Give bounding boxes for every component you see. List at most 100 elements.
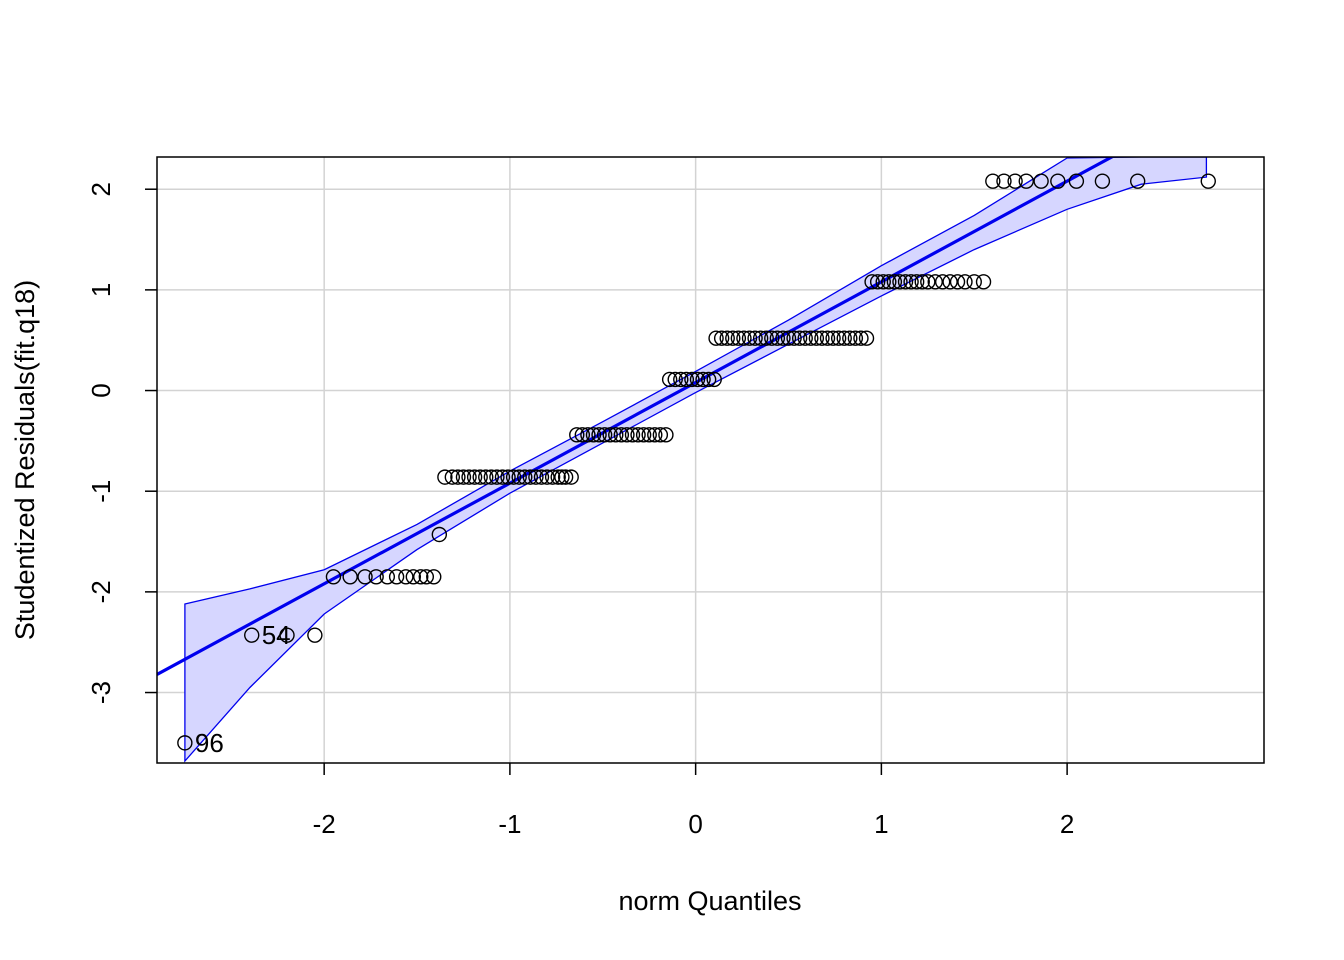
- data-point: [706, 371, 722, 388]
- data-point: [797, 330, 813, 346]
- x-tick-label: 1: [874, 809, 888, 839]
- data-point: [641, 427, 657, 443]
- data-point: [630, 427, 646, 443]
- data-point: [985, 173, 1001, 189]
- data-point: [608, 427, 624, 443]
- data-point: [368, 569, 384, 585]
- data-point: [325, 569, 342, 585]
- data-point: [927, 274, 943, 290]
- data-point: [511, 469, 527, 485]
- data-point: [708, 330, 724, 346]
- data-point: [557, 469, 574, 485]
- data-point: [1007, 173, 1023, 189]
- data-point: [413, 569, 429, 585]
- data-point: [1018, 173, 1034, 189]
- y-tick-label: 0: [86, 383, 116, 397]
- data-point: [585, 427, 602, 443]
- data-point: [673, 371, 689, 388]
- y-tick-label: 1: [86, 283, 116, 297]
- data-point: [908, 274, 925, 290]
- confidence-envelope: [184, 157, 1208, 763]
- data-point: [554, 469, 570, 485]
- data-point: [914, 274, 930, 290]
- y-tick-label: -1: [86, 480, 116, 503]
- point-label: 96: [195, 728, 224, 758]
- data-point: [483, 469, 500, 485]
- data-point: [892, 274, 908, 290]
- data-point: [517, 469, 533, 485]
- data-point: [431, 526, 448, 543]
- data-point: [886, 274, 903, 290]
- data-point: [996, 173, 1012, 189]
- data-point: [398, 569, 414, 585]
- data-point: [736, 330, 752, 346]
- data-point: [747, 330, 763, 346]
- data-point: [1033, 173, 1049, 189]
- data-point: [864, 274, 880, 290]
- data-point: [803, 330, 819, 346]
- data-point: [450, 469, 466, 485]
- x-tick-label: -1: [498, 809, 521, 839]
- data-point: [472, 469, 488, 485]
- data-point: [713, 330, 730, 346]
- y-axis: -3 -2 -1 0 1 2: [86, 182, 157, 704]
- x-tick-label: 0: [688, 809, 702, 839]
- data-point: [489, 469, 505, 485]
- data-point: [466, 469, 483, 485]
- data-point: [307, 627, 323, 643]
- data-point: [539, 469, 555, 485]
- x-axis: -2 -1 0 1 2: [313, 763, 1074, 839]
- x-tick-label: 2: [1060, 809, 1074, 839]
- data-point: [591, 427, 607, 443]
- data-point: [177, 735, 193, 751]
- grid-lines: [157, 157, 1264, 763]
- data-point: [842, 330, 858, 346]
- data-point: [684, 371, 700, 388]
- point-labels: 54 96: [195, 620, 291, 758]
- data-point: [437, 469, 453, 485]
- data-point: [596, 427, 613, 443]
- y-tick-label: -3: [86, 681, 116, 704]
- y-tick-label: 2: [86, 182, 116, 196]
- data-point: [379, 569, 396, 585]
- data-point: [244, 627, 260, 643]
- data-point: [830, 330, 847, 346]
- data-point: [819, 330, 836, 346]
- data-point: [725, 330, 741, 346]
- data-point: [624, 427, 641, 443]
- data-points: [177, 173, 1216, 751]
- data-point: [494, 469, 511, 485]
- data-point: [678, 371, 695, 388]
- data-point: [903, 274, 919, 290]
- data-point: [752, 330, 769, 346]
- reference-line: [157, 157, 1116, 676]
- point-label: 54: [262, 620, 291, 650]
- data-point: [858, 330, 875, 346]
- data-point: [825, 330, 841, 346]
- data-point: [719, 330, 735, 346]
- data-point: [786, 330, 802, 346]
- data-point: [695, 371, 711, 388]
- data-point: [791, 330, 808, 346]
- data-point: [500, 469, 516, 485]
- data-point: [730, 330, 747, 346]
- data-point: [769, 330, 786, 346]
- data-point: [569, 427, 585, 443]
- y-tick-label: -2: [86, 580, 116, 603]
- data-point: [875, 274, 891, 290]
- data-point: [388, 569, 405, 585]
- data-point: [667, 371, 683, 388]
- data-point: [780, 330, 797, 346]
- data-point: [602, 427, 618, 443]
- data-point: [661, 371, 678, 388]
- data-point: [357, 569, 373, 585]
- data-point: [1094, 173, 1111, 189]
- data-point: [869, 274, 886, 290]
- data-point: [853, 330, 869, 346]
- data-point: [1068, 173, 1085, 189]
- data-point: [700, 371, 717, 388]
- y-axis-title: Studentized Residuals(fit.q18): [10, 280, 40, 640]
- data-point: [461, 469, 477, 485]
- data-point: [522, 469, 539, 485]
